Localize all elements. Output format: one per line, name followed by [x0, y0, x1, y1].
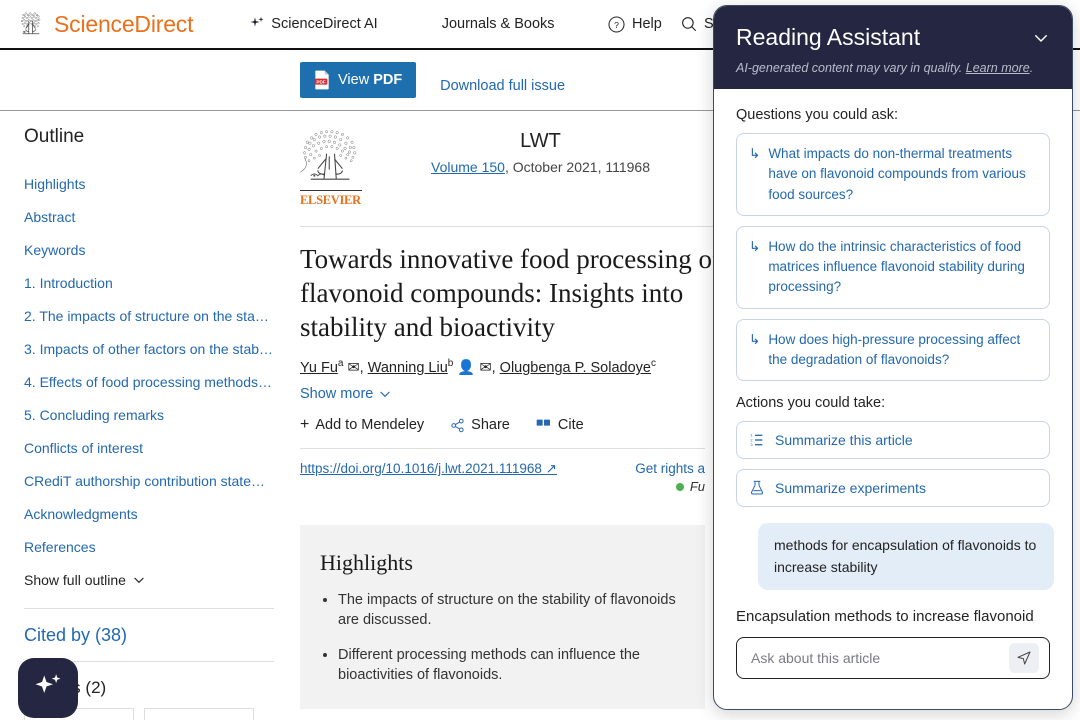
- svg-text:?: ?: [614, 20, 619, 30]
- svg-text:3: 3: [750, 442, 753, 447]
- svg-text:PDF: PDF: [316, 79, 325, 84]
